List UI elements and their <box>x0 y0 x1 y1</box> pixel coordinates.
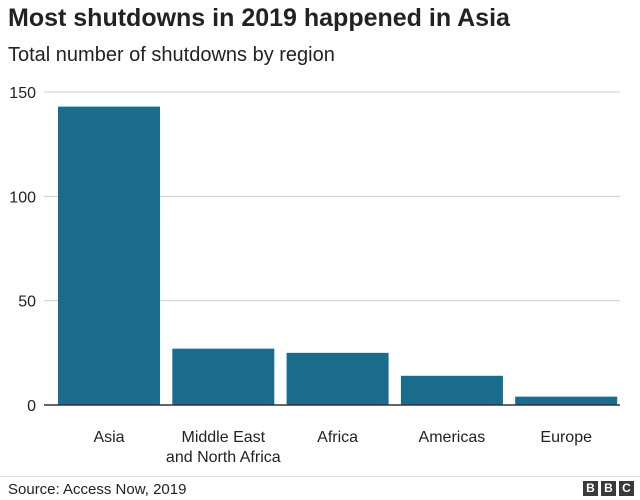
chart-subtitle: Total number of shutdowns by region <box>8 44 335 66</box>
bbc-logo: B B C <box>583 481 634 496</box>
bar-2 <box>286 352 389 405</box>
bar-4 <box>515 396 618 405</box>
footer-divider <box>0 476 640 477</box>
x-tick-label-line: Africa <box>317 429 358 446</box>
x-tick-label-line: Europe <box>540 429 592 446</box>
y-tick-label-0: 0 <box>27 398 36 415</box>
logo-letter-b2: B <box>601 481 616 496</box>
chart-title: Most shutdowns in 2019 happened in Asia <box>8 4 510 32</box>
y-tick-label-100: 100 <box>9 189 36 206</box>
bar-3 <box>400 375 503 405</box>
x-tick-label-line: and North Africa <box>166 449 281 466</box>
y-tick-label-50: 50 <box>18 294 36 311</box>
x-tick-label-line: Middle East <box>182 429 266 446</box>
x-tick-label-1: Middle East and North Africa <box>166 429 281 466</box>
x-tick-label-0: Asia <box>93 429 124 446</box>
x-tick-label-2: Africa <box>317 429 358 446</box>
logo-letter-b1: B <box>583 481 598 496</box>
bar-0 <box>58 106 160 406</box>
source-note: Source: Access Now, 2019 <box>8 481 187 498</box>
bar-1 <box>172 348 275 405</box>
x-tick-label-line: Americas <box>419 429 486 446</box>
x-tick-label-line: Asia <box>93 429 124 446</box>
x-tick-label-3: Americas <box>419 429 486 446</box>
logo-letter-c: C <box>619 481 634 496</box>
bar-chart: 0 50 100 150 Asia Middle East and North Africa… <box>9 85 620 466</box>
y-tick-label-150: 150 <box>9 85 36 102</box>
x-tick-label-4: Europe <box>540 429 592 446</box>
